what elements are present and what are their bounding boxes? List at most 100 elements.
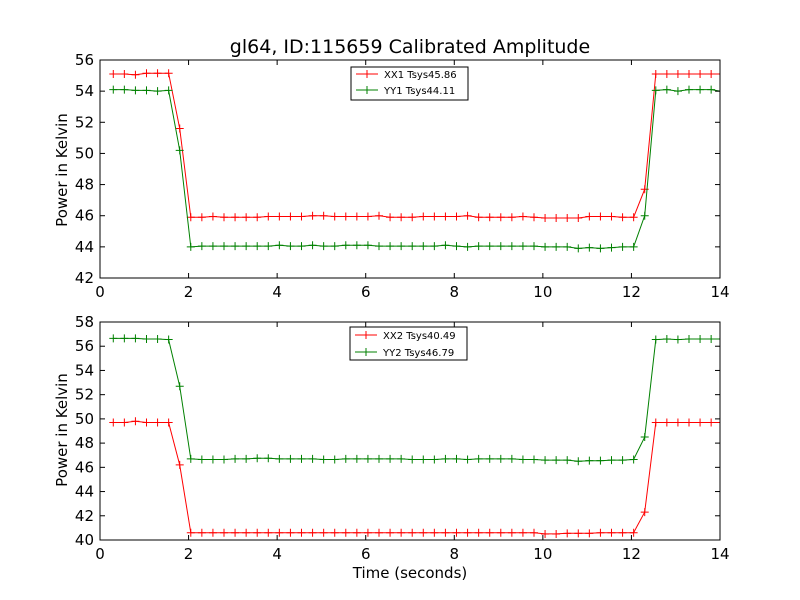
data-point xyxy=(552,214,561,223)
data-point xyxy=(507,213,516,222)
y-tick-label: 54 xyxy=(75,82,94,100)
data-point xyxy=(496,528,505,537)
y-axis-label: Power in Kelvin xyxy=(53,373,71,487)
data-point xyxy=(485,213,494,222)
y-tick-label: 48 xyxy=(75,176,94,194)
data-point xyxy=(142,334,151,343)
data-point xyxy=(518,242,527,251)
data-point xyxy=(552,529,561,538)
y-tick-label: 50 xyxy=(75,410,94,428)
data-point xyxy=(596,212,605,221)
data-point xyxy=(485,242,494,251)
data-point xyxy=(186,528,195,537)
data-point xyxy=(120,85,129,94)
data-point xyxy=(220,455,228,464)
data-point xyxy=(474,242,483,251)
data-point xyxy=(596,456,605,465)
data-point xyxy=(186,242,195,251)
data-point xyxy=(286,212,295,221)
data-point xyxy=(242,454,251,463)
data-point xyxy=(419,242,428,251)
data-point xyxy=(563,242,572,251)
data-point xyxy=(142,86,151,95)
data-point xyxy=(120,70,129,79)
data-point xyxy=(109,70,118,79)
data-point xyxy=(397,454,406,463)
data-point xyxy=(496,242,505,251)
data-point xyxy=(208,528,217,537)
data-point xyxy=(109,334,118,343)
data-point xyxy=(352,212,361,221)
data-point xyxy=(308,528,317,537)
data-point xyxy=(685,85,693,94)
data-point xyxy=(308,454,317,463)
data-point xyxy=(541,456,550,465)
data-point xyxy=(607,528,616,537)
data-point xyxy=(696,418,705,427)
x-tick-label: 8 xyxy=(450,283,460,301)
data-point xyxy=(585,456,594,465)
data-point xyxy=(319,211,328,220)
data-point xyxy=(485,528,494,537)
data-point xyxy=(341,528,350,537)
data-point xyxy=(408,213,417,222)
data-point xyxy=(253,242,262,251)
y-tick-label: 52 xyxy=(75,386,94,404)
y-axis-label: Power in Kelvin xyxy=(53,113,71,227)
data-point xyxy=(707,334,716,343)
data-point xyxy=(131,417,140,426)
data-point xyxy=(352,454,361,463)
data-point xyxy=(707,70,716,79)
y-tick-label: 50 xyxy=(75,144,94,162)
data-point xyxy=(651,418,660,427)
x-axis-label: Time (seconds) xyxy=(352,564,468,582)
data-point xyxy=(507,242,516,251)
data-point xyxy=(197,528,206,537)
data-point xyxy=(297,454,306,463)
plot-frame xyxy=(99,321,721,541)
data-point xyxy=(131,86,140,95)
data-point xyxy=(308,211,317,220)
x-tick-label: 2 xyxy=(184,283,194,301)
data-point xyxy=(463,242,472,251)
data-point xyxy=(131,334,140,343)
chart-title: gl64, ID:115659 Calibrated Amplitude xyxy=(230,36,590,58)
data-point xyxy=(275,528,284,537)
data-point xyxy=(319,455,328,464)
legend-marker xyxy=(362,331,370,339)
y-tick-label: 42 xyxy=(75,507,94,525)
data-point xyxy=(242,242,251,251)
data-point xyxy=(518,455,527,464)
legend-marker xyxy=(363,86,371,94)
data-point xyxy=(452,528,461,537)
data-point xyxy=(330,528,339,537)
data-point xyxy=(386,213,395,222)
data-point xyxy=(530,242,538,251)
data-point xyxy=(685,334,693,343)
data-point xyxy=(530,455,538,464)
data-point xyxy=(629,528,638,537)
data-point xyxy=(430,212,439,221)
data-point xyxy=(618,456,627,465)
data-point xyxy=(286,454,295,463)
data-point xyxy=(375,211,383,220)
data-point xyxy=(563,214,572,223)
data-point xyxy=(186,213,195,222)
data-point xyxy=(386,528,395,537)
x-tick-label: 8 xyxy=(450,545,460,563)
data-point xyxy=(574,214,583,223)
data-point xyxy=(430,455,439,464)
data-point xyxy=(308,241,317,250)
data-point xyxy=(264,242,273,251)
data-point xyxy=(175,382,184,391)
data-point xyxy=(164,418,173,427)
data-point xyxy=(596,244,605,253)
data-point xyxy=(607,456,616,465)
x-tick-label: 12 xyxy=(622,283,641,301)
y-tick-label: 58 xyxy=(75,313,94,331)
data-point xyxy=(552,242,561,251)
data-point xyxy=(153,418,162,427)
data-point xyxy=(596,528,605,537)
